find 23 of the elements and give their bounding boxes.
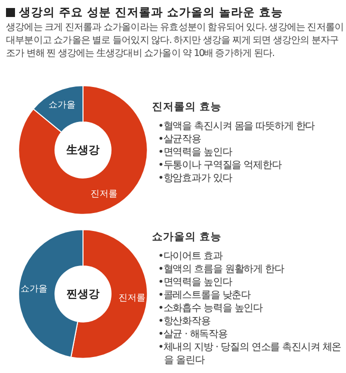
chart-title: 생강의 주요 성분 진저롤과 쇼가올의 놀라운 효능: [19, 5, 284, 20]
text: •면역력을 높인다: [158, 276, 234, 289]
text: •다이어트 효과: [158, 250, 224, 263]
text: •살균 · 해독작용: [158, 328, 228, 341]
text: •면역력을 높인다: [158, 146, 234, 159]
text: 生생강: [66, 144, 100, 156]
text: 쇼가올의 효능: [152, 230, 223, 244]
text: 찐생강: [66, 288, 100, 300]
slice-label: 진저롤: [90, 190, 118, 200]
text: •혈액의 흐름을 원활하게 한다: [158, 263, 286, 276]
text: •콜레스트롤을 낮춘다: [158, 289, 252, 302]
text: 진저롤의 효능: [152, 100, 223, 114]
slice-label: 쇼가올: [48, 100, 76, 110]
text: 생강에는 크게 진저롤과 쇼가올이라는 유효성분이 함유되어 있다. 생강에는 진저롤이 대부분이고 쇼가올은 별로 들어있지 않다. 하지만 생강을 찌게 되면 생강안의 분자구조가 변해 찐 생강에는 生생강대비 쇼가올이 약 10배 증가하게 된다.: [6, 21, 344, 60]
text: •두통이나 구역질을 억제한다: [158, 159, 283, 172]
text: •살균작용: [158, 133, 202, 146]
text: •소화흡수 능력을 높인다: [158, 302, 264, 315]
text: •항암효과가 있다: [158, 172, 234, 185]
text: •혈액을 촉진시켜 몸을 따뜻하게 한다: [158, 120, 316, 133]
text: •체내의 지방 · 당질의 연소를 촉진시켜 체온을 올린다: [158, 341, 342, 367]
slice-label: 쇼가올: [20, 284, 48, 294]
text: •항산화작용: [158, 315, 212, 328]
slice-label: 진저롤: [118, 294, 146, 304]
